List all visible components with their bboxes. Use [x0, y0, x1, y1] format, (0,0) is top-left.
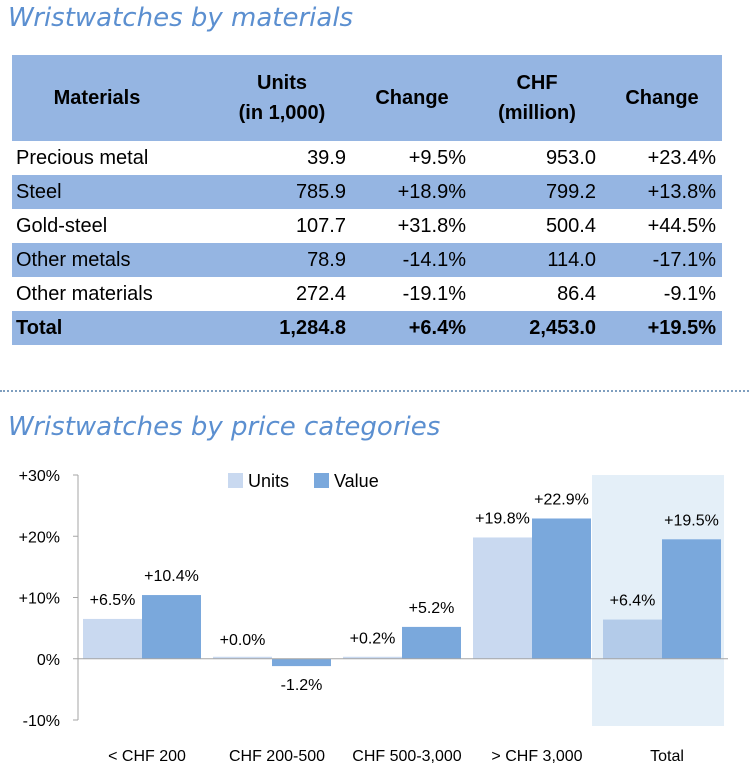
cell-chf: 500.4: [545, 214, 596, 237]
materials-table: Materials Units (in 1,000) Change CHF (m…: [12, 55, 722, 345]
cell-material: Steel: [12, 175, 212, 209]
bar-units: [343, 656, 402, 659]
bar-data-label: +5.2%: [409, 600, 455, 617]
bar-data-label: -1.2%: [281, 677, 323, 694]
x-category-label: > CHF 3,000: [491, 748, 582, 765]
cell-units: 39.9: [307, 146, 346, 169]
y-tick-label: -10%: [23, 713, 60, 730]
cell-chf: 114.0: [472, 243, 602, 277]
bar-data-label: +19.8%: [475, 510, 530, 527]
bar-data-label: +6.4%: [610, 593, 656, 610]
cell-units: 78.9: [212, 243, 352, 277]
table-total-row: Total 1,284.8 +6.4% 2,453.0 +19.5%: [12, 311, 722, 345]
bar-units: [603, 619, 662, 659]
header-chf-change: Change: [602, 55, 722, 141]
y-tick-label: 0%: [37, 652, 60, 669]
bar-value: [142, 595, 201, 659]
bar-data-label: +22.9%: [534, 491, 589, 508]
bar-units: [83, 618, 142, 659]
cell-chf: 799.2: [472, 175, 602, 209]
bar-value: [662, 539, 721, 659]
bar-data-label: +19.5%: [664, 512, 719, 529]
bar-units: [473, 537, 532, 659]
table-row: Precious metal 39.9 +9.5% 953.0 +23.4%: [12, 141, 722, 175]
cell-chf: 953.0: [545, 146, 596, 169]
cell-units-change: -14.1%: [352, 243, 472, 277]
cell-total-chf-change: +19.5%: [602, 311, 722, 345]
x-category-label: CHF 200-500: [229, 748, 325, 765]
bar-data-label: +6.5%: [90, 592, 136, 609]
header-chf: CHF (million): [472, 55, 602, 141]
bar-data-label: +0.0%: [220, 632, 266, 649]
legend-label-value: Value: [334, 471, 379, 491]
legend-swatch-value: [314, 473, 329, 488]
cell-chf-change: -17.1%: [602, 243, 722, 277]
cell-units: 272.4: [295, 282, 346, 305]
x-category-label: Total: [650, 748, 684, 765]
cell-units-change: +9.5%: [408, 146, 466, 169]
x-category-label: CHF 500-3,000: [352, 748, 461, 765]
price-section-title: Wristwatches by price categories: [8, 412, 441, 442]
cell-total-units: 1,284.8: [212, 311, 352, 345]
cell-chf: 86.4: [557, 282, 596, 305]
bar-value: [402, 626, 461, 659]
cell-units: 107.7: [295, 214, 346, 237]
table-row: Other metals 78.9 -14.1% 114.0 -17.1%: [12, 243, 722, 277]
cell-material: Other materials: [16, 282, 153, 305]
cell-material: Other metals: [12, 243, 212, 277]
y-tick-label: +10%: [19, 591, 60, 608]
cell-chf-change: +23.4%: [647, 146, 716, 169]
bar-data-label: +10.4%: [144, 568, 199, 585]
cell-units-change: -19.1%: [402, 282, 466, 305]
cell-total-label: Total: [12, 311, 212, 345]
header-units: Units (in 1,000): [212, 55, 352, 141]
bar-units: [213, 656, 272, 659]
header-units-change: Change: [352, 55, 472, 141]
table-row: Gold-steel 107.7 +31.8% 500.4 +44.5%: [12, 209, 722, 243]
cell-chf-change: +44.5%: [647, 214, 716, 237]
cell-units-change: +18.9%: [352, 175, 472, 209]
cell-material: Gold-steel: [16, 214, 108, 237]
legend-swatch-units: [228, 473, 243, 488]
y-tick-label: +30%: [19, 468, 60, 485]
materials-section-title: Wristwatches by materials: [8, 3, 354, 33]
bar-data-label: +0.2%: [350, 631, 396, 648]
bar-value: [272, 658, 331, 667]
cell-chf-change: +13.8%: [602, 175, 722, 209]
table-row: Steel 785.9 +18.9% 799.2 +13.8%: [12, 175, 722, 209]
cell-chf-change: -9.1%: [663, 282, 716, 305]
cell-units: 785.9: [212, 175, 352, 209]
header-materials: Materials: [12, 55, 212, 141]
table-header-row: Materials Units (in 1,000) Change CHF (m…: [12, 55, 722, 141]
y-tick-label: +20%: [19, 529, 60, 546]
section-divider: [0, 390, 749, 392]
cell-units-change: +31.8%: [397, 214, 466, 237]
bar-value: [532, 518, 591, 659]
x-category-label: < CHF 200: [108, 748, 186, 765]
price-category-bar-chart: +30% +20% +10% 0% -10% +6.5% +10.4% < CHF 200 +0…: [19, 468, 728, 765]
cell-total-chf: 2,453.0: [472, 311, 602, 345]
cell-total-units-change: +6.4%: [352, 311, 472, 345]
cell-material: Precious metal: [16, 146, 149, 169]
legend-label-units: Units: [248, 471, 289, 491]
table-row: Other materials 272.4 -19.1% 86.4 -9.1%: [12, 277, 722, 311]
